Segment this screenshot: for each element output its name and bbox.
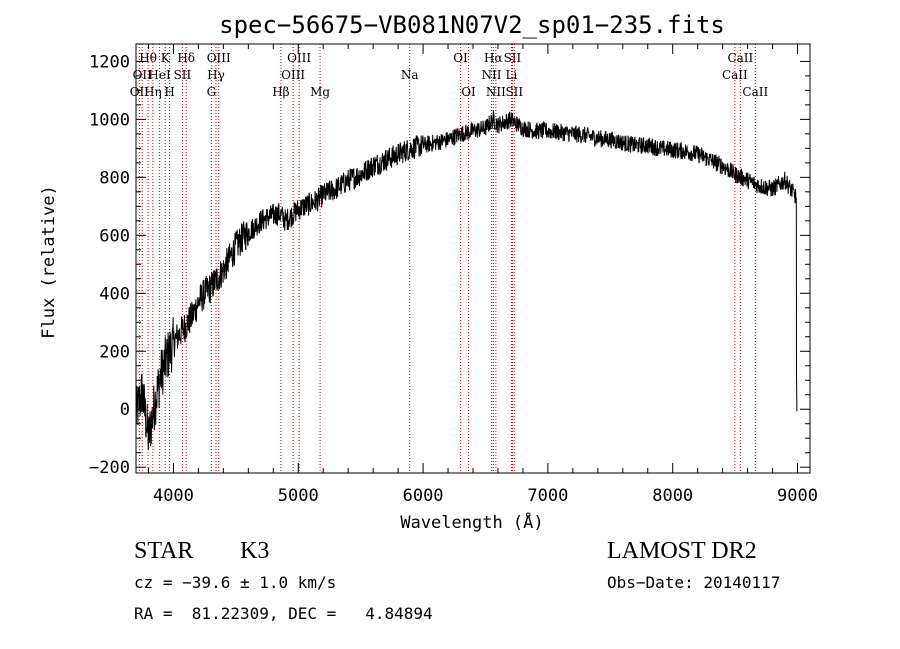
chart-title: spec−56675−VB081N07V2_sp01−235.fits [219,11,725,39]
y-tick-label-5: 800 [99,168,130,188]
marker-label-15: Mg [310,85,330,99]
marker-label-1: OII [133,68,153,82]
marker-label-18: OI [461,85,476,99]
object-subclass: K3 [240,538,270,564]
x-tick-label-4: 8000 [652,486,693,506]
marker-label-24: SII [505,85,523,99]
y-tick-label-3: 400 [99,284,130,304]
y-axis-label: Flux (relative) [39,185,59,339]
marker-label-11: OIII [207,51,231,65]
coordinates: RA = 81.22309, DEC = 4.84894 [134,604,433,623]
observation-date: Obs−Date: 20140117 [607,573,781,592]
marker-label-20: Hα [484,51,503,65]
object-class: STAR [134,538,194,564]
marker-label-26: CaII [727,51,753,65]
marker-label-12: Hβ [272,85,289,99]
marker-label-19: NII [481,68,501,82]
x-tick-label-2: 6000 [403,486,444,506]
x-tick-label-1: 5000 [278,486,319,506]
marker-label-5: K [161,51,171,65]
plot-frame [135,43,811,474]
marker-label-22: Li [506,68,518,82]
marker-label-14: OIII [287,51,311,65]
y-tick-label-7: 1200 [89,52,130,72]
survey-name: LAMOST DR2 [607,538,757,564]
redshift-cz: cz = −39.6 ± 1.0 km/s [134,573,337,592]
y-tick-label-2: 200 [99,342,130,362]
spectrum-line [135,110,798,451]
marker-label-16: Na [401,68,419,82]
y-tick-label-0: −200 [89,458,130,478]
x-tick-label-0: 4000 [153,486,194,506]
y-axis: −200 0 200 400 600 800 1000 1200 [89,52,810,478]
marker-label-23: SII [504,51,522,65]
marker-label-10: Hγ [207,68,225,82]
marker-label-17: OI [453,51,468,65]
y-tick-label-4: 600 [99,226,130,246]
marker-label-21: NII [486,85,506,99]
marker-label-0: OII [130,85,150,99]
line-marker-labels: OIIOIIHθHηHeIKHSIIHδGHγOIIIHβOIIIOIIIMgN… [130,51,769,99]
x-tick-label-3: 7000 [527,486,568,506]
marker-label-2: Hθ [139,51,157,65]
marker-label-7: SII [174,68,192,82]
marker-label-4: HeI [148,68,171,82]
y-tick-label-1: 0 [120,400,130,420]
marker-label-13: OIII [281,68,305,82]
marker-label-27: CaII [742,85,768,99]
marker-label-8: Hδ [177,51,195,65]
marker-label-25: CaII [722,68,748,82]
y-tick-label-6: 1000 [89,110,130,130]
x-axis-label: Wavelength (Å) [400,511,543,533]
marker-label-9: G [207,85,217,99]
marker-label-6: H [164,85,174,99]
x-tick-label-5: 9000 [777,486,818,506]
marker-label-3: Hη [144,85,162,99]
x-axis: 4000 5000 6000 7000 8000 9000 [147,44,818,506]
